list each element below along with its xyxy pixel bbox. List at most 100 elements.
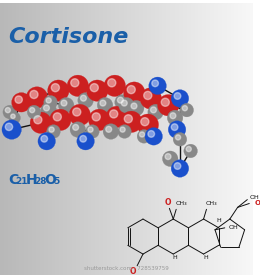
Bar: [89, 3, 90, 276]
Bar: [167, 3, 168, 276]
Bar: [33, 3, 34, 276]
Bar: [63, 3, 64, 276]
Text: CH₃: CH₃: [175, 201, 187, 206]
Text: shutterstock.com · 728539759: shutterstock.com · 728539759: [84, 266, 169, 270]
Circle shape: [5, 108, 10, 113]
Bar: [159, 3, 160, 276]
Circle shape: [131, 103, 137, 109]
Bar: [162, 3, 163, 276]
Bar: [244, 3, 245, 276]
Bar: [96, 3, 97, 276]
Circle shape: [5, 123, 13, 130]
Circle shape: [43, 105, 49, 111]
Bar: [140, 3, 141, 276]
Bar: [166, 3, 167, 276]
Circle shape: [78, 93, 93, 108]
Text: H: H: [217, 218, 222, 223]
Circle shape: [61, 100, 67, 106]
Bar: [221, 3, 222, 276]
Bar: [64, 3, 65, 276]
Bar: [73, 3, 74, 276]
Bar: [239, 3, 240, 276]
Circle shape: [3, 105, 17, 119]
Text: O: O: [164, 198, 171, 207]
Bar: [21, 3, 22, 276]
Bar: [184, 3, 185, 276]
Bar: [78, 3, 79, 276]
Bar: [103, 3, 104, 276]
Circle shape: [127, 86, 135, 94]
Bar: [114, 3, 115, 276]
Bar: [132, 3, 133, 276]
Text: C: C: [8, 173, 18, 187]
Bar: [134, 3, 135, 276]
Circle shape: [165, 154, 171, 160]
Bar: [173, 3, 174, 276]
Bar: [48, 3, 49, 276]
Circle shape: [108, 79, 116, 87]
Bar: [112, 3, 113, 276]
Bar: [109, 3, 110, 276]
Bar: [76, 3, 77, 276]
Bar: [150, 3, 151, 276]
Circle shape: [161, 98, 169, 106]
Bar: [36, 3, 37, 276]
Circle shape: [90, 84, 98, 92]
Bar: [17, 3, 18, 276]
Circle shape: [171, 124, 178, 130]
Bar: [100, 3, 101, 276]
Bar: [104, 3, 105, 276]
Bar: [168, 3, 169, 276]
Bar: [53, 3, 54, 276]
Circle shape: [27, 105, 41, 119]
Bar: [243, 3, 244, 276]
Bar: [246, 3, 247, 276]
Bar: [75, 3, 76, 276]
Bar: [92, 3, 93, 276]
Bar: [16, 3, 17, 276]
Circle shape: [50, 109, 71, 130]
Circle shape: [30, 90, 38, 99]
Bar: [216, 3, 217, 276]
Bar: [10, 3, 11, 276]
Bar: [116, 3, 117, 276]
Bar: [194, 3, 196, 276]
Bar: [40, 3, 41, 276]
Bar: [199, 3, 200, 276]
Circle shape: [88, 127, 93, 132]
Bar: [231, 3, 232, 276]
Bar: [217, 3, 218, 276]
Circle shape: [182, 106, 187, 111]
Bar: [65, 3, 66, 276]
Circle shape: [145, 128, 162, 145]
Bar: [240, 3, 241, 276]
Bar: [39, 3, 40, 276]
Circle shape: [184, 144, 197, 158]
Bar: [181, 3, 182, 276]
Bar: [54, 3, 55, 276]
Bar: [55, 3, 56, 276]
Text: CH₃: CH₃: [205, 201, 217, 206]
Circle shape: [176, 135, 181, 140]
Bar: [3, 3, 4, 276]
Bar: [212, 3, 213, 276]
Bar: [225, 3, 226, 276]
Bar: [97, 3, 98, 276]
Bar: [99, 3, 100, 276]
Circle shape: [53, 113, 61, 121]
Circle shape: [118, 125, 131, 138]
Text: 5: 5: [54, 177, 60, 186]
Circle shape: [124, 82, 145, 103]
Bar: [188, 3, 189, 276]
Bar: [165, 3, 166, 276]
Circle shape: [106, 106, 127, 128]
Bar: [247, 3, 248, 276]
Bar: [82, 3, 83, 276]
Circle shape: [170, 113, 176, 119]
Bar: [13, 3, 14, 276]
Circle shape: [167, 110, 183, 126]
Bar: [24, 3, 25, 276]
Circle shape: [171, 160, 189, 177]
Bar: [214, 3, 215, 276]
Circle shape: [80, 95, 86, 101]
